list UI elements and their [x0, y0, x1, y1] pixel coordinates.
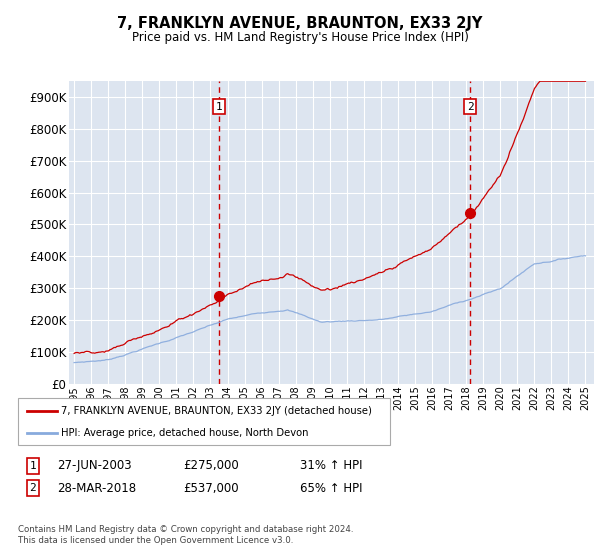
Text: £537,000: £537,000 — [183, 482, 239, 495]
Text: HPI: Average price, detached house, North Devon: HPI: Average price, detached house, Nort… — [61, 428, 309, 438]
Text: £275,000: £275,000 — [183, 459, 239, 473]
Text: 2: 2 — [467, 102, 473, 111]
Text: 2: 2 — [29, 483, 37, 493]
Text: 7, FRANKLYN AVENUE, BRAUNTON, EX33 2JY (detached house): 7, FRANKLYN AVENUE, BRAUNTON, EX33 2JY (… — [61, 406, 372, 416]
Text: 31% ↑ HPI: 31% ↑ HPI — [300, 459, 362, 473]
Text: Price paid vs. HM Land Registry's House Price Index (HPI): Price paid vs. HM Land Registry's House … — [131, 31, 469, 44]
Text: 1: 1 — [29, 461, 37, 471]
Text: Contains HM Land Registry data © Crown copyright and database right 2024.
This d: Contains HM Land Registry data © Crown c… — [18, 525, 353, 545]
Text: 28-MAR-2018: 28-MAR-2018 — [57, 482, 136, 495]
Text: 27-JUN-2003: 27-JUN-2003 — [57, 459, 131, 473]
Text: 7, FRANKLYN AVENUE, BRAUNTON, EX33 2JY: 7, FRANKLYN AVENUE, BRAUNTON, EX33 2JY — [118, 16, 482, 31]
Text: 1: 1 — [215, 102, 222, 111]
Text: 65% ↑ HPI: 65% ↑ HPI — [300, 482, 362, 495]
